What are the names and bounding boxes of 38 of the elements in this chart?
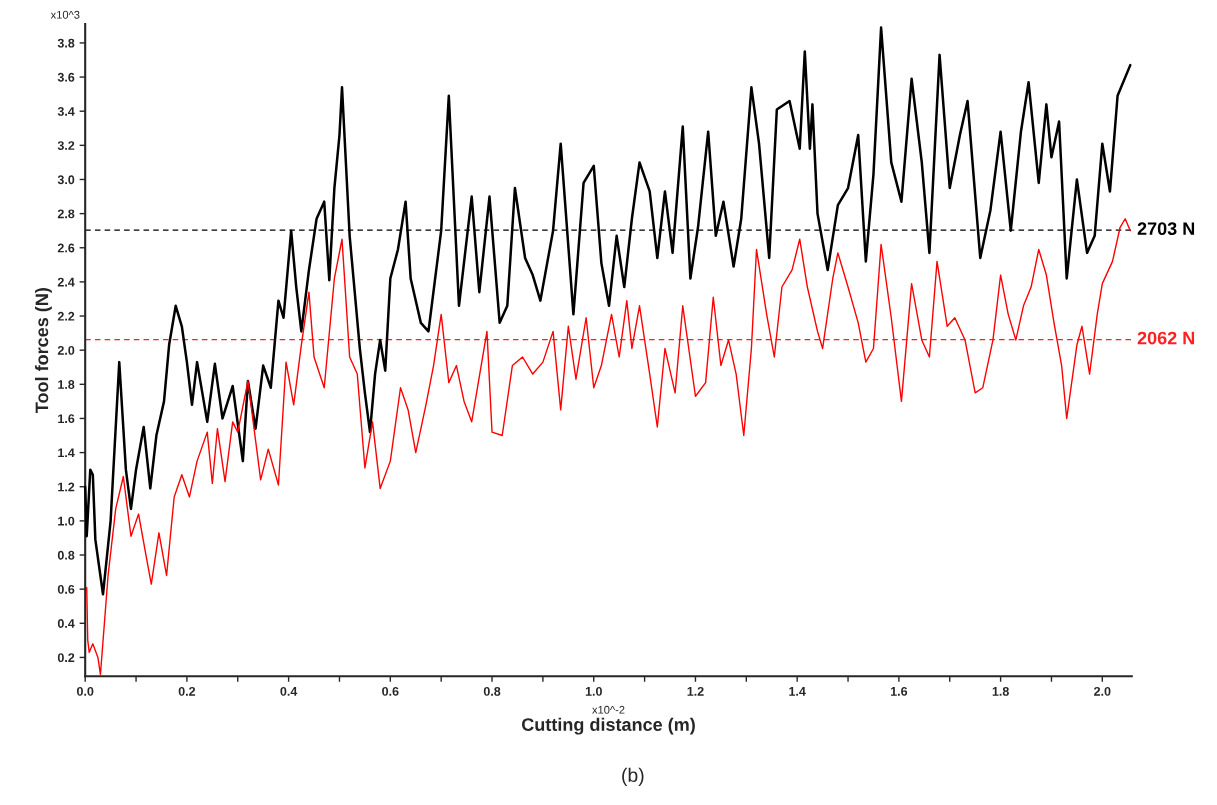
y-tick-label: 2.0 (57, 345, 75, 355)
ref-line-label: 2703 N (1137, 222, 1195, 236)
y-tick-label: 2.4 (57, 277, 75, 287)
ref-line-label: 2062 N (1137, 331, 1195, 345)
text: (b) (622, 767, 644, 786)
y-axis-title: Tool forces (N) (35, 288, 52, 413)
y-tick-label: 1.2 (58, 482, 75, 492)
x-tick-label: 1.0 (585, 686, 602, 696)
y-tick-label: 3.6 (57, 72, 75, 82)
y-tick-label: 2.2 (57, 311, 75, 321)
x-axis-title: Cutting distance (m) (521, 717, 695, 735)
text: x10^3 (50, 10, 80, 19)
x-tick-label: 0.0 (77, 686, 94, 696)
x-tick-label: 1.8 (992, 686, 1009, 696)
y-tick-label: 1.8 (58, 380, 75, 389)
y-tick-label: 0.4 (57, 619, 75, 628)
y-tick-label: 0.6 (57, 584, 75, 594)
y-tick-label: 3.0 (57, 175, 75, 185)
y-tick-label: 1.4 (58, 448, 75, 458)
x-tick-label: 0.8 (483, 686, 501, 696)
y-tick-label: 1.6 (58, 414, 75, 424)
y-tick-label: 3.8 (57, 38, 75, 48)
x-tick-label: 1.4 (789, 687, 806, 696)
x-tick-label: 1.2 (687, 686, 704, 696)
y-tick-label: 0.2 (57, 653, 75, 663)
x-tick-label: 1.6 (890, 686, 908, 696)
y-tick-label: 0.8 (57, 550, 75, 560)
x-tick-label: 0.2 (178, 686, 196, 696)
x-tick-label: 0.6 (382, 686, 399, 696)
y-tick-label: 3.4 (57, 107, 75, 116)
y-tick-label: 2.6 (57, 243, 75, 253)
y-tick-label: 2.8 (57, 209, 75, 219)
x-tick-label: 2.0 (1094, 686, 1111, 696)
y-tick-label: 3.2 (57, 141, 75, 151)
line-series (83, 26, 1132, 596)
x-tick-label: 0.4 (280, 686, 298, 696)
text: x10^-2 (592, 705, 625, 714)
y-tick-label: 1.0 (58, 516, 75, 526)
